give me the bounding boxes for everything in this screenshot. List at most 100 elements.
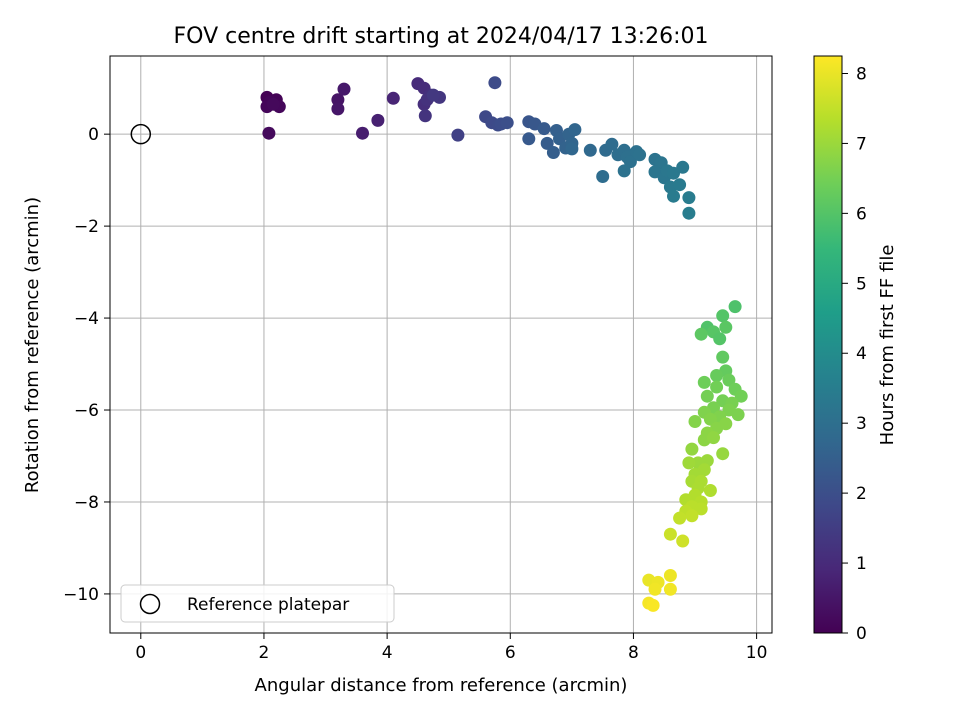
data-point (623, 155, 637, 169)
data-point (646, 598, 660, 612)
data-point (703, 412, 717, 426)
y-tick-label: 0 (88, 125, 99, 145)
data-point (682, 191, 696, 205)
data-point (648, 582, 662, 596)
data-points (260, 76, 748, 612)
data-point (710, 369, 724, 382)
grid-lines (110, 56, 772, 633)
legend-marker (139, 593, 161, 615)
data-point (488, 76, 502, 90)
data-point (451, 128, 465, 142)
y-tick-label: −6 (74, 401, 99, 421)
data-point (546, 146, 560, 159)
data-point (522, 132, 536, 146)
data-point (731, 408, 745, 422)
data-point (617, 164, 631, 178)
data-point (676, 160, 690, 174)
plot-frame (109, 55, 773, 634)
colorbar: 0 1 2 3 4 5 6 7 8 Hours from first FF file (813, 55, 898, 644)
data-point (673, 178, 687, 192)
data-point (697, 375, 711, 389)
data-point (716, 350, 730, 364)
data-point (537, 122, 551, 136)
data-point (713, 332, 727, 346)
data-point (331, 102, 345, 116)
data-point (707, 431, 720, 445)
data-point (676, 534, 690, 548)
data-point (694, 502, 708, 516)
data-point (694, 327, 708, 341)
data-point (682, 456, 696, 470)
data-point (540, 136, 554, 150)
data-point (716, 309, 730, 323)
data-point (710, 380, 724, 394)
x-tick-label: 10 (746, 643, 768, 663)
colorbar-ticks: 0 1 2 3 4 5 6 7 8 (842, 64, 867, 644)
data-point (703, 484, 717, 497)
y-axis-title: Rotation from reference (arcmin) (22, 197, 43, 493)
data-point (596, 170, 610, 183)
colorbar-tick-label: 0 (856, 624, 867, 644)
colorbar-tick-label: 8 (856, 64, 867, 84)
x-tick-label: 8 (628, 643, 639, 663)
x-axis-title: Angular distance from reference (arcmin) (255, 675, 628, 696)
data-point (266, 97, 280, 111)
reference-layer (130, 123, 152, 145)
data-point (331, 93, 345, 107)
y-tick-label: −2 (74, 217, 99, 237)
reference-platepar-marker (130, 123, 152, 145)
legend-box (120, 584, 395, 623)
colorbar-tick-label: 3 (856, 414, 867, 434)
data-point (682, 206, 696, 220)
y-tick-label: −10 (63, 585, 99, 605)
colorbar-tick-label: 5 (856, 274, 867, 294)
data-point (426, 88, 440, 102)
colorbar-tick-label: 7 (856, 134, 867, 154)
data-point (734, 389, 748, 403)
x-tick-label: 2 (259, 643, 270, 663)
colorbar-gradient (814, 56, 842, 633)
legend-label: Reference platepar (187, 595, 349, 615)
data-point (633, 148, 647, 162)
colorbar-tick-label: 2 (856, 484, 867, 504)
data-point (605, 137, 619, 151)
data-point (722, 373, 736, 387)
x-tick-label: 6 (505, 643, 516, 663)
data-point (565, 142, 579, 156)
colorbar-tick-label: 1 (856, 554, 867, 574)
colorbar-tick-label: 6 (856, 204, 867, 224)
data-point (700, 389, 714, 403)
data-point (648, 165, 662, 179)
x-tick-label: 0 (135, 643, 146, 663)
colorbar-label: Hours from first FF file (877, 245, 898, 446)
chart-title: FOV centre drift starting at 2024/04/17 … (174, 24, 709, 49)
data-point (262, 126, 276, 140)
data-point (673, 511, 687, 525)
data-point (568, 123, 582, 137)
data-point (337, 82, 351, 96)
data-point (688, 415, 702, 428)
data-point (685, 442, 699, 456)
x-axis-ticks: 0 2 4 6 8 10 (135, 633, 767, 663)
y-axis-ticks: 0 −2 −4 −6 −8 −10 (63, 125, 110, 605)
data-point (719, 320, 733, 334)
legend: Reference platepar (120, 584, 395, 623)
y-tick-label: −8 (74, 493, 99, 513)
data-point (663, 527, 677, 541)
data-point (728, 300, 742, 314)
data-point (500, 116, 514, 130)
data-point (418, 109, 432, 123)
data-point (667, 166, 680, 180)
data-point (663, 582, 677, 596)
colorbar-tick-label: 4 (856, 344, 867, 364)
data-point (583, 143, 597, 157)
data-point (667, 189, 680, 203)
data-point (716, 447, 730, 461)
data-point (356, 126, 369, 140)
x-tick-label: 4 (382, 643, 393, 663)
data-point (663, 569, 677, 582)
colorbar-frame (813, 55, 843, 634)
data-point (371, 113, 385, 127)
